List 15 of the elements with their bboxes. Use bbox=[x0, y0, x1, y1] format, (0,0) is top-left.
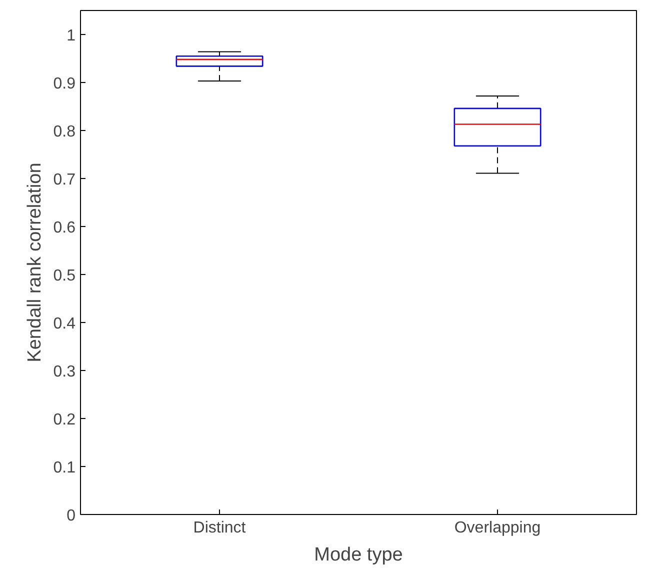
y-tick-label: 0 bbox=[66, 508, 76, 524]
x-tick-label: Overlapping bbox=[454, 520, 541, 536]
y-tick-label: 0.4 bbox=[53, 316, 76, 332]
y-tick-label: 0.5 bbox=[53, 268, 76, 284]
y-tick-label: 1 bbox=[66, 28, 76, 44]
y-tick-label: 0.1 bbox=[53, 460, 76, 476]
y-tick-label: 0.2 bbox=[53, 412, 76, 428]
x-tick-label: Distinct bbox=[193, 520, 246, 536]
y-tick-label: 0.8 bbox=[53, 124, 76, 140]
x-axis-title: Mode type bbox=[314, 544, 403, 566]
y-tick-label: 0.6 bbox=[53, 220, 76, 236]
y-tick-label: 0.3 bbox=[53, 364, 76, 380]
y-tick-label: 0.7 bbox=[53, 172, 76, 188]
y-axis-title: Kendall rank correlation bbox=[24, 162, 46, 362]
y-tick-label: 0.9 bbox=[53, 76, 76, 92]
